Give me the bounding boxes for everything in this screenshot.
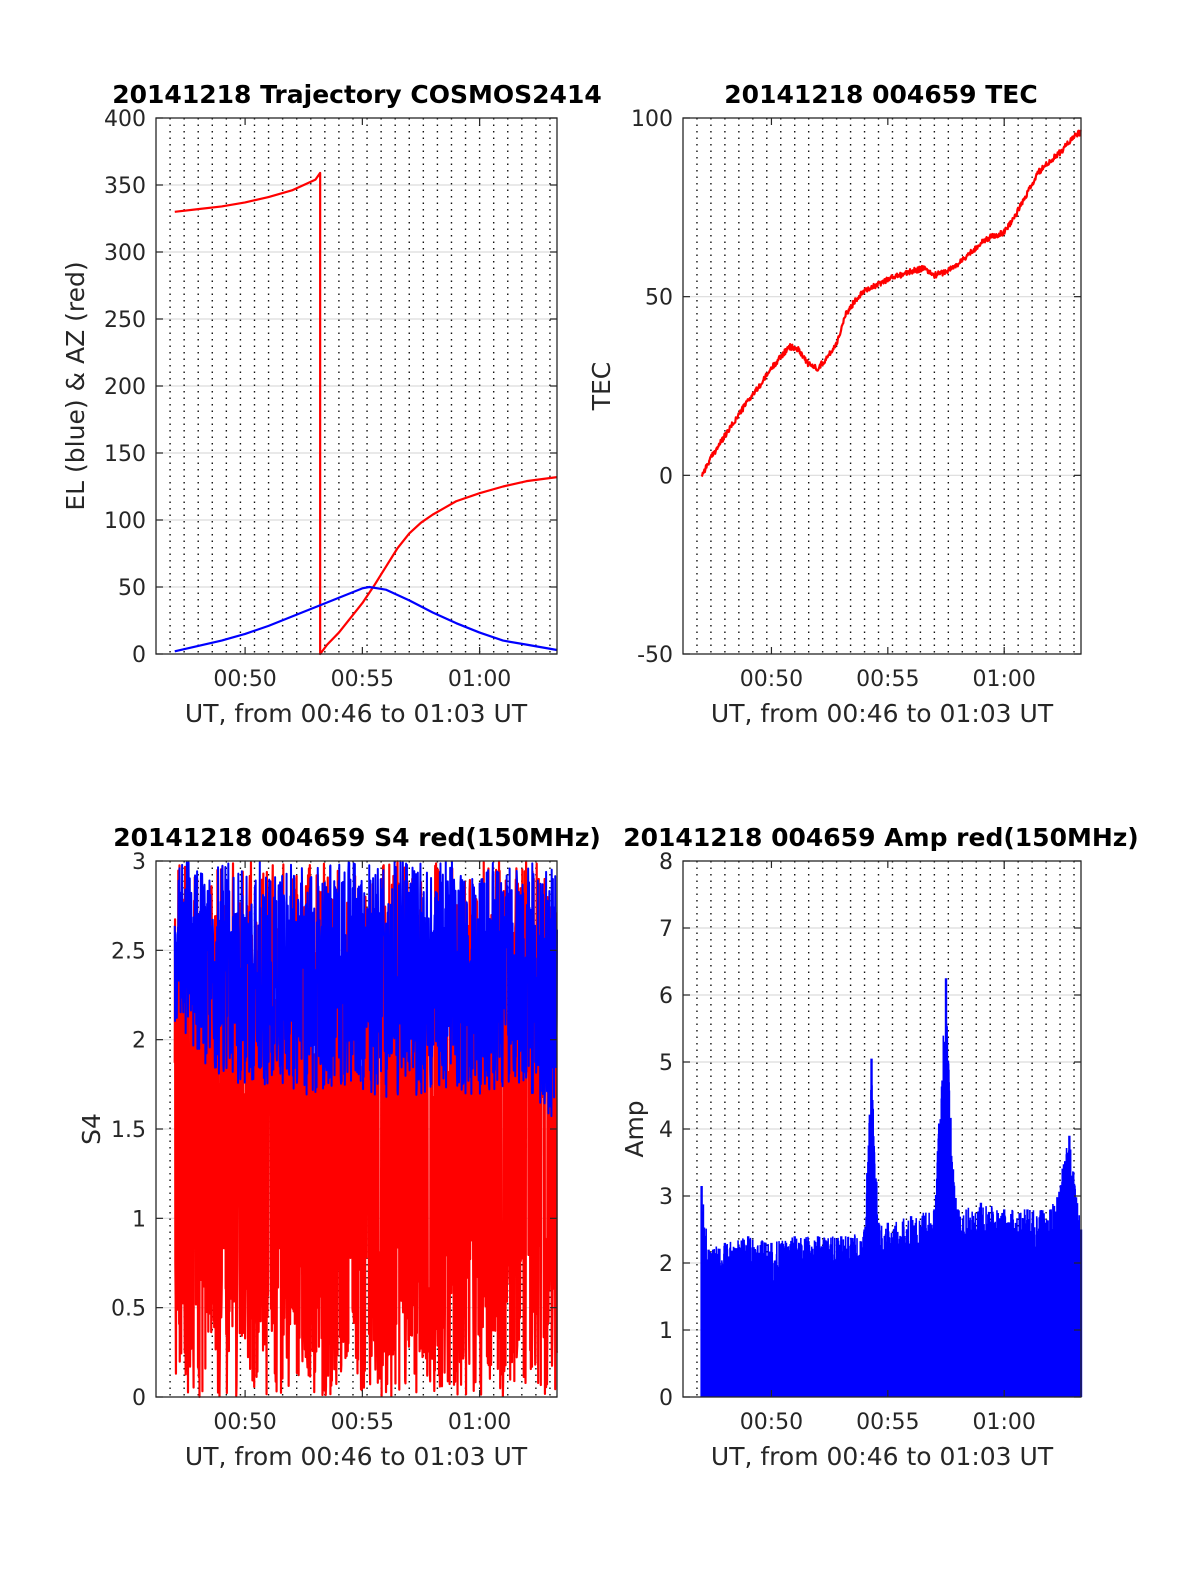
amp-ytick-label: 3	[659, 1185, 673, 1210]
s4-ytick-label: 3	[132, 850, 146, 875]
traj-ytick-label: 50	[118, 576, 146, 601]
s4-xtick-label: 00:55	[331, 1410, 394, 1435]
traj-xtick-label: 00:55	[331, 667, 394, 692]
amp-title: 20141218 004659 Amp red(150MHz)	[623, 823, 1139, 852]
amp-xtick-label: 00:50	[740, 1410, 803, 1435]
amp-ytick-label: 5	[659, 1051, 673, 1076]
s4-ytick-label: 1	[132, 1207, 146, 1232]
traj-ytick-label: 0	[132, 643, 146, 668]
tec-xtick-label: 00:50	[740, 667, 803, 692]
tec-title: 20141218 004659 TEC	[724, 80, 1037, 109]
s4-xlabel: UT, from 00:46 to 01:03 UT	[185, 1442, 528, 1471]
traj-ytick-label: 250	[104, 308, 146, 333]
tec-ytick-label: 100	[631, 107, 673, 132]
trajectory-xlabel: UT, from 00:46 to 01:03 UT	[185, 699, 528, 728]
tec-chart: 20141218 004659 TEC -50 0 50 100 00:50 00:55 0…	[587, 80, 1082, 728]
traj-ytick-label: 200	[104, 375, 146, 400]
traj-ytick-label: 350	[104, 174, 146, 199]
s4-xtick-label: 01:00	[448, 1410, 511, 1435]
s4-ylabel: S4	[77, 1113, 106, 1145]
traj-series-2	[174, 585, 558, 653]
trajectory-title: 20141218 Trajectory COSMOS2414	[112, 80, 602, 109]
amp-ytick-label: 4	[659, 1118, 673, 1143]
amp-xlabel: UT, from 00:46 to 01:03 UT	[711, 1442, 1054, 1471]
amp-ytick-label: 0	[659, 1386, 673, 1411]
s4-ytick-label: 2.5	[111, 939, 146, 964]
amp-xtick-label: 00:55	[856, 1410, 919, 1435]
traj-ytick-label: 150	[104, 442, 146, 467]
amp-series-1	[700, 1024, 1082, 1397]
tec-xlabel: UT, from 00:46 to 01:03 UT	[711, 699, 1054, 728]
amp-ytick-label: 8	[659, 850, 673, 875]
tec-xtick-label: 00:55	[856, 667, 919, 692]
s4-series-2	[173, 860, 558, 1118]
traj-ytick-label: 100	[104, 509, 146, 534]
s4-chart: 20141218 004659 S4 red(150MHz) 0 0.5 1 1.5 2…	[77, 823, 601, 1471]
traj-ytick-label: 300	[104, 241, 146, 266]
trajectory-ylabel: EL (blue) & AZ (red)	[61, 261, 90, 510]
traj-series-1	[174, 171, 558, 656]
tec-ytick-label: -50	[637, 643, 673, 668]
tec-axes-frame	[682, 117, 1082, 655]
s4-ytick-label: 0	[132, 1386, 146, 1411]
amp-chart: 20141218 004659 Amp red(150MHz) 0 1 2 3 4 5 6 7…	[620, 823, 1139, 1471]
traj-xtick-label: 00:50	[213, 667, 276, 692]
trajectory-chart: 20141218 Trajectory COSMOS2414 0 50 100 150…	[61, 80, 602, 728]
tec-ytick-label: 50	[645, 286, 673, 311]
amp-ylabel: Amp	[620, 1100, 649, 1157]
s4-ytick-label: 2	[132, 1029, 146, 1054]
amp-ytick-label: 7	[659, 917, 673, 942]
amp-xtick-label: 01:00	[972, 1410, 1035, 1435]
s4-xtick-label: 00:50	[213, 1410, 276, 1435]
s4-title: 20141218 004659 S4 red(150MHz)	[113, 823, 601, 852]
amp-ytick-label: 6	[659, 984, 673, 1009]
tec-series-1	[700, 129, 1082, 478]
amp-ytick-label: 2	[659, 1252, 673, 1277]
s4-ytick-label: 1.5	[111, 1118, 146, 1143]
tec-ytick-label: 0	[659, 464, 673, 489]
s4-ytick-label: 0.5	[111, 1297, 146, 1322]
tec-xtick-label: 01:00	[972, 667, 1035, 692]
tec-ylabel: TEC	[587, 362, 616, 412]
traj-ytick-label: 400	[104, 107, 146, 132]
amp-ytick-label: 1	[659, 1319, 673, 1344]
traj-xtick-label: 01:00	[448, 667, 511, 692]
